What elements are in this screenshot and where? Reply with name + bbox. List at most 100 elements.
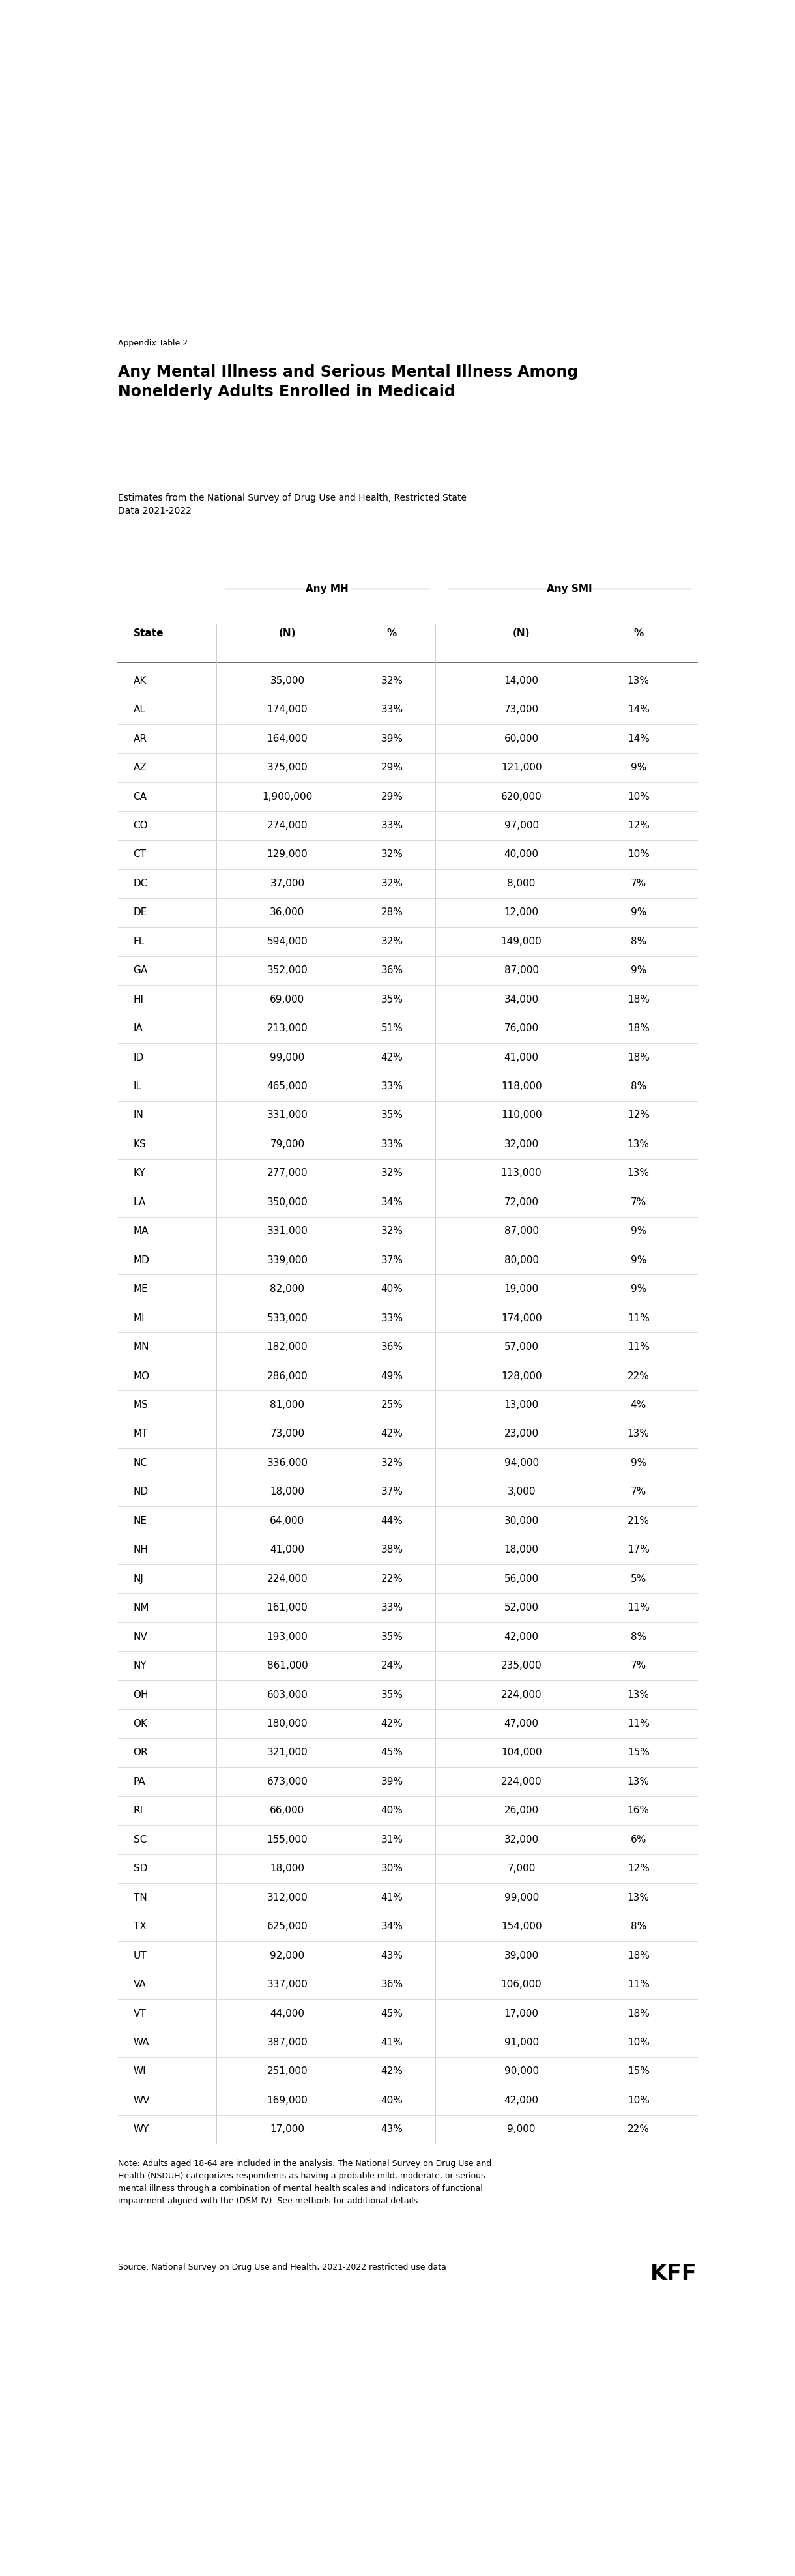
Text: 594,000: 594,000 xyxy=(267,938,308,945)
Text: 11%: 11% xyxy=(627,1602,650,1613)
Text: 8%: 8% xyxy=(630,1633,646,1641)
Text: Appendix Table 2: Appendix Table 2 xyxy=(118,340,188,348)
Text: 14,000: 14,000 xyxy=(504,675,539,685)
Text: SD: SD xyxy=(134,1862,147,1873)
Text: 113,000: 113,000 xyxy=(501,1170,542,1177)
Text: 41,000: 41,000 xyxy=(504,1054,539,1061)
Text: 17,000: 17,000 xyxy=(504,2009,539,2020)
Text: 99,000: 99,000 xyxy=(504,1893,539,1904)
Text: 19,000: 19,000 xyxy=(504,1285,539,1293)
Text: 18%: 18% xyxy=(627,994,650,1005)
Text: 32%: 32% xyxy=(381,850,403,860)
Text: 861,000: 861,000 xyxy=(267,1662,308,1672)
Text: 66,000: 66,000 xyxy=(270,1806,304,1816)
Text: 5%: 5% xyxy=(630,1574,646,1584)
Text: 36%: 36% xyxy=(381,1978,403,1989)
Text: 30,000: 30,000 xyxy=(504,1517,539,1525)
Text: Note: Adults aged 18-64 are included in the analysis. The National Survey on Dru: Note: Adults aged 18-64 are included in … xyxy=(118,2159,491,2205)
Text: AZ: AZ xyxy=(134,762,147,773)
Text: 9%: 9% xyxy=(630,907,646,917)
Text: 99,000: 99,000 xyxy=(270,1054,304,1061)
Text: 35%: 35% xyxy=(381,1110,403,1121)
Text: 33%: 33% xyxy=(381,1082,403,1092)
Text: 7%: 7% xyxy=(630,878,646,889)
Text: 12%: 12% xyxy=(627,1862,650,1873)
Text: 41,000: 41,000 xyxy=(270,1546,304,1556)
Text: 8%: 8% xyxy=(630,1922,646,1932)
Text: 40%: 40% xyxy=(381,1285,403,1293)
Text: 28%: 28% xyxy=(381,907,403,917)
Text: 155,000: 155,000 xyxy=(267,1834,308,1844)
Text: 73,000: 73,000 xyxy=(504,706,539,714)
Text: 22%: 22% xyxy=(381,1574,403,1584)
Text: WI: WI xyxy=(134,2066,146,2076)
Text: 60,000: 60,000 xyxy=(504,734,539,744)
Text: 37%: 37% xyxy=(381,1255,403,1265)
Text: 1,900,000: 1,900,000 xyxy=(262,791,312,801)
Text: 56,000: 56,000 xyxy=(504,1574,539,1584)
Text: 9,000: 9,000 xyxy=(507,2125,536,2136)
Text: 11%: 11% xyxy=(627,1314,650,1324)
Text: 6%: 6% xyxy=(630,1834,646,1844)
Text: 21%: 21% xyxy=(627,1517,650,1525)
Text: TX: TX xyxy=(134,1922,146,1932)
Text: 32%: 32% xyxy=(381,878,403,889)
Text: 33%: 33% xyxy=(381,1314,403,1324)
Text: MI: MI xyxy=(134,1314,145,1324)
Text: 18%: 18% xyxy=(627,2009,650,2020)
Text: MA: MA xyxy=(134,1226,149,1236)
Text: 12,000: 12,000 xyxy=(504,907,539,917)
Text: RI: RI xyxy=(134,1806,143,1816)
Text: OH: OH xyxy=(134,1690,149,1700)
Text: MO: MO xyxy=(134,1370,149,1381)
Text: 14%: 14% xyxy=(627,734,650,744)
Text: 76,000: 76,000 xyxy=(504,1023,539,1033)
Text: 164,000: 164,000 xyxy=(267,734,308,744)
Text: 26,000: 26,000 xyxy=(504,1806,539,1816)
Text: HI: HI xyxy=(134,994,144,1005)
Text: 9%: 9% xyxy=(630,1226,646,1236)
Text: 36%: 36% xyxy=(381,966,403,976)
Text: 49%: 49% xyxy=(381,1370,403,1381)
Text: 9%: 9% xyxy=(630,1255,646,1265)
Text: 224,000: 224,000 xyxy=(501,1777,542,1788)
Text: 32,000: 32,000 xyxy=(504,1834,539,1844)
Text: 90,000: 90,000 xyxy=(504,2066,539,2076)
Text: 33%: 33% xyxy=(381,1139,403,1149)
Text: 51%: 51% xyxy=(381,1023,403,1033)
Text: 286,000: 286,000 xyxy=(267,1370,308,1381)
Text: NJ: NJ xyxy=(134,1574,144,1584)
Text: 11%: 11% xyxy=(627,1342,650,1352)
Text: 224,000: 224,000 xyxy=(267,1574,308,1584)
Text: ID: ID xyxy=(134,1054,144,1061)
Text: %: % xyxy=(634,629,643,639)
Text: 33%: 33% xyxy=(381,1602,403,1613)
Text: 14%: 14% xyxy=(627,706,650,714)
Text: 533,000: 533,000 xyxy=(267,1314,308,1324)
Text: (N): (N) xyxy=(513,629,530,639)
Text: 40%: 40% xyxy=(381,1806,403,1816)
Text: 35%: 35% xyxy=(381,994,403,1005)
Text: CO: CO xyxy=(134,822,148,829)
Text: WA: WA xyxy=(134,2038,149,2048)
Text: 36,000: 36,000 xyxy=(270,907,304,917)
Text: 8%: 8% xyxy=(630,938,646,945)
Text: 110,000: 110,000 xyxy=(501,1110,542,1121)
Text: 9%: 9% xyxy=(630,762,646,773)
Text: MT: MT xyxy=(134,1430,148,1440)
Text: 23,000: 23,000 xyxy=(504,1430,539,1440)
Text: NH: NH xyxy=(134,1546,148,1556)
Text: 15%: 15% xyxy=(627,1749,650,1757)
Text: 331,000: 331,000 xyxy=(267,1110,308,1121)
Text: AK: AK xyxy=(134,675,146,685)
Text: 18%: 18% xyxy=(627,1054,650,1061)
Text: 45%: 45% xyxy=(381,2009,403,2020)
Text: 620,000: 620,000 xyxy=(501,791,542,801)
Text: %: % xyxy=(387,629,397,639)
Text: 97,000: 97,000 xyxy=(504,822,539,829)
Text: 9%: 9% xyxy=(630,1285,646,1293)
Text: 7,000: 7,000 xyxy=(507,1862,536,1873)
Text: 174,000: 174,000 xyxy=(267,706,308,714)
Text: GA: GA xyxy=(134,966,148,976)
Text: 13%: 13% xyxy=(627,1690,650,1700)
